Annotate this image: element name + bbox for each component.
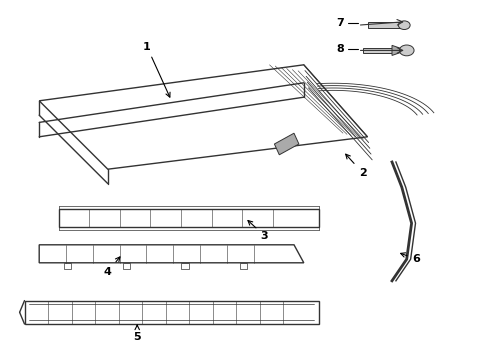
Polygon shape: [392, 45, 407, 55]
Text: 4: 4: [104, 257, 120, 277]
Circle shape: [398, 21, 410, 30]
Text: 8: 8: [337, 44, 344, 54]
Text: 3: 3: [248, 221, 269, 241]
Polygon shape: [274, 133, 299, 155]
Text: 5: 5: [133, 325, 141, 342]
Text: 1: 1: [143, 42, 170, 97]
Text: 2: 2: [346, 154, 367, 178]
Bar: [363, 48, 392, 53]
Text: 7: 7: [337, 18, 344, 28]
Circle shape: [399, 45, 414, 56]
Bar: [368, 22, 402, 28]
Text: 6: 6: [401, 253, 420, 264]
